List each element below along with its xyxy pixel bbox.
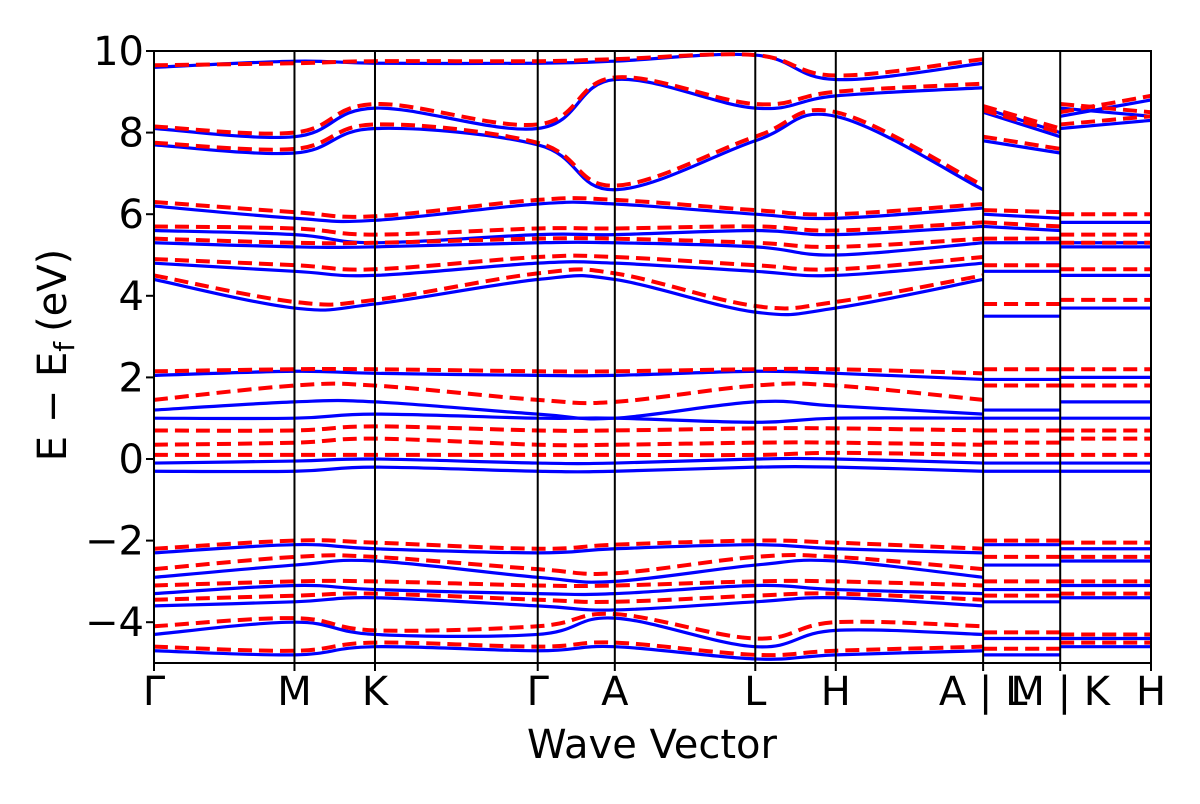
- y-tick-label-5: 6: [119, 192, 144, 238]
- band-dashed-0-seg1: [982, 104, 1061, 131]
- y-tick-label-6: 8: [119, 111, 144, 157]
- band-dashed-11-seg0: [154, 436, 984, 448]
- band-dashed-12-seg0: [154, 450, 984, 458]
- x-tick-label-0: Γ: [143, 669, 166, 715]
- band-dashed-1-seg0: [154, 75, 984, 136]
- x-tick-label-7: A | L: [939, 669, 1028, 715]
- band-dashed-4-seg1: [983, 220, 1061, 229]
- band-dashed-2-seg1: [982, 134, 1061, 151]
- band-dashed-0-seg0: [154, 52, 984, 78]
- y-tick-label-7: 10: [93, 29, 144, 75]
- band-solid-2-seg2: [1060, 118, 1151, 131]
- band-dashed-0-seg2: [1060, 102, 1151, 115]
- band-dashed-17-seg0: [154, 611, 984, 641]
- series-dashed: [154, 52, 1151, 658]
- band-dashed-1-seg2: [1059, 93, 1151, 115]
- band-solid-2-seg1: [982, 139, 1061, 155]
- y-tick-label-2: 0: [119, 437, 144, 483]
- band-solid-2-seg0: [154, 112, 984, 192]
- band-solid-8-seg0: [154, 369, 984, 382]
- x-tick-label-4: A: [601, 669, 629, 715]
- y-tick-label-0: −4: [85, 600, 144, 646]
- series-solid: [154, 52, 1151, 661]
- band-solid-16-seg0: [154, 595, 984, 612]
- band-solid-3-seg0: [154, 200, 984, 224]
- y-tick-label-3: 2: [119, 355, 144, 401]
- band-solid-1-seg1: [982, 110, 1061, 139]
- band-dashed-10-seg0: [154, 424, 984, 433]
- band-solid-7-seg0: [154, 274, 984, 317]
- x-axis-label: Wave Vector: [527, 722, 778, 768]
- band-solid-12-seg0: [154, 465, 984, 474]
- y-axis-label: E − Ef (eV): [30, 249, 81, 462]
- x-tick-label-1: M: [277, 669, 312, 715]
- x-tick-label-5: L: [744, 669, 767, 715]
- band-dashed-7-seg0: [154, 267, 984, 311]
- band-solid-17-seg0: [154, 616, 984, 649]
- x-tick-label-8: M | K: [1010, 669, 1111, 715]
- y-ticks: −4 −2 0 2 4 6 8 10: [85, 29, 154, 646]
- band-solid-0-seg0: [154, 52, 984, 82]
- x-tick-label-2: K: [362, 669, 390, 715]
- y-axis-label-main: E − E: [30, 352, 76, 462]
- band-dashed-2-seg2: [1060, 114, 1151, 127]
- y-tick-label-4: 4: [119, 274, 144, 320]
- y-axis-label-sub: f: [48, 341, 81, 352]
- axes: [153, 50, 1152, 664]
- plot-area: [154, 52, 1151, 661]
- band-solid-4-seg1: [983, 224, 1061, 233]
- band-solid-10-seg0: [154, 412, 984, 424]
- band-solid-9-seg0: [154, 398, 984, 421]
- x-ticks: Γ M K Γ A L H A | LM | K H: [143, 663, 1166, 715]
- band-dashed-9-seg0: [154, 381, 984, 406]
- band-dashed-14-seg0: [154, 552, 984, 576]
- y-tick-label-1: −2: [85, 519, 144, 565]
- y-axis-label-unit: (eV): [30, 249, 76, 332]
- band-dashed-3-seg1: [983, 208, 1061, 215]
- band-solid-13-seg0: [154, 542, 984, 555]
- x-tick-label-9: H: [1136, 669, 1166, 715]
- band-dashed-1-seg1: [982, 108, 1061, 135]
- band-solid-11-seg0: [154, 456, 984, 466]
- band-solid-1-seg0: [154, 77, 984, 140]
- band-solid-3-seg1: [983, 212, 1061, 220]
- x-tick-label-6: H: [821, 669, 851, 715]
- band-dashed-2-seg0: [154, 108, 985, 188]
- plot-frame: [153, 50, 1152, 664]
- x-tick-label-3: Γ: [527, 669, 550, 715]
- band-solid-14-seg0: [154, 558, 984, 584]
